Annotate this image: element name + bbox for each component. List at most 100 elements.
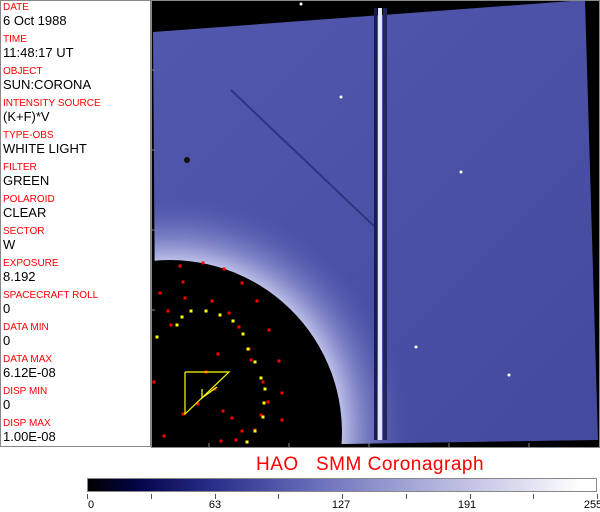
red-marker: [230, 416, 234, 420]
field-label: DISP MAX: [3, 418, 51, 429]
yellow-marker: [175, 323, 179, 327]
yellow-marker: [189, 309, 193, 313]
overlay-inner-triangle: [201, 386, 218, 400]
yellow-marker: [241, 332, 245, 336]
bright-point: [414, 345, 418, 349]
red-marker: [240, 281, 244, 285]
overlay-markers: [152, 261, 284, 444]
red-marker: [178, 264, 182, 268]
field-label: DATA MAX: [3, 354, 53, 365]
colorbar-tick-label: 0: [87, 499, 95, 511]
info-field: TIME 11:48:17 UT: [3, 34, 74, 60]
red-marker: [267, 328, 271, 332]
red-marker: [280, 418, 284, 422]
pylon-edge: [383, 8, 387, 440]
info-field: DISP MIN 0: [3, 386, 47, 412]
info-field: FILTER GREEN: [3, 162, 49, 188]
info-field: SECTOR W: [3, 226, 45, 252]
info-field: EXPOSURE 8.192: [3, 258, 59, 284]
red-marker: [222, 267, 226, 271]
info-field: DISP MAX 1.00E-08: [3, 418, 56, 444]
red-marker: [166, 309, 170, 313]
pylon-highlight: [378, 8, 382, 440]
red-marker: [152, 380, 156, 384]
field-label: TIME: [3, 34, 27, 45]
overlay-triangle: [184, 371, 231, 416]
red-marker: [162, 434, 166, 438]
instrument-title: HAO SMM Coronagraph: [256, 454, 485, 475]
header-info-panel: DATE 6 Oct 1988 TIME 11:48:17 UT OBJECT SUN:C…: [0, 0, 151, 447]
field-label: INTENSITY SOURCE: [3, 98, 101, 109]
yellow-marker: [259, 376, 263, 380]
field-label: SECTOR: [3, 226, 45, 237]
yellow-marker: [253, 429, 257, 433]
red-marker: [261, 380, 265, 384]
yellow-marker: [246, 347, 250, 351]
red-marker: [210, 299, 214, 303]
field-value: 6 Oct 1988: [3, 13, 67, 28]
yellow-marker: [204, 309, 208, 313]
field-label: FILTER: [3, 162, 37, 173]
field-value: 1.00E-08: [3, 429, 56, 444]
field-value: 0: [3, 333, 11, 348]
red-marker: [196, 402, 200, 406]
colorbar-tick: [214, 494, 216, 499]
yellow-marker: [231, 319, 235, 323]
red-marker: [201, 261, 205, 265]
pylon-shadow: [374, 8, 377, 440]
colorbar-tick: [405, 494, 407, 499]
yellow-marker: [261, 415, 265, 419]
colorbar-tick-label: 255: [583, 499, 600, 511]
red-marker: [227, 311, 231, 315]
field-value: W: [3, 237, 16, 252]
field-label: DATE: [3, 2, 29, 13]
bright-points: [299, 2, 511, 377]
colorbar-tick: [150, 494, 152, 499]
field-value: 0: [3, 397, 11, 412]
red-marker: [221, 409, 225, 413]
colorbar-tick-label: 63: [208, 499, 222, 511]
colorbar-tick: [469, 494, 471, 499]
red-marker: [216, 352, 220, 356]
field-value: 6.12E-08: [3, 365, 56, 380]
yellow-marker: [218, 313, 222, 317]
info-field: DATA MIN 0: [3, 322, 49, 348]
info-field: DATE 6 Oct 1988: [3, 2, 67, 28]
dark-spot: [184, 157, 190, 163]
field-value: GREEN: [3, 173, 50, 188]
bright-point: [459, 170, 463, 174]
field-value: WHITE LIGHT: [3, 141, 87, 156]
yellow-marker: [155, 335, 159, 339]
yellow-marker: [245, 440, 249, 444]
red-marker: [266, 400, 270, 404]
red-marker: [249, 358, 253, 362]
colorbar-tick-label: 191: [457, 499, 477, 511]
red-marker: [277, 359, 281, 363]
info-field: INTENSITY SOURCE (K+F)*V: [3, 98, 101, 124]
field-value: (K+F)*V: [3, 109, 50, 124]
field-label: TYPE-OBS: [3, 130, 54, 141]
red-marker: [240, 429, 244, 433]
colorbar-tick: [597, 494, 598, 499]
coronagraph-image: [151, 0, 600, 448]
colorbar-tick-label: 127: [331, 499, 351, 511]
field-label: EXPOSURE: [3, 258, 59, 269]
diagonal-streak: [230, 89, 377, 229]
field-value: 8.192: [3, 269, 36, 284]
red-marker: [183, 296, 187, 300]
info-field: POLAROID CLEAR: [3, 194, 55, 220]
info-field: SPACECRAFT ROLL 0: [3, 290, 98, 316]
colorbar: [87, 478, 597, 492]
info-field: OBJECT SUN:CORONA: [3, 66, 91, 92]
red-marker: [181, 280, 185, 284]
colorbar-tick: [278, 494, 280, 499]
info-field: TYPE-OBS WHITE LIGHT: [3, 130, 87, 156]
bright-point: [339, 95, 343, 99]
yellow-marker: [253, 360, 257, 364]
field-value: 0: [3, 301, 11, 316]
bright-point: [507, 373, 511, 377]
colorbar-tick: [533, 494, 535, 499]
field-value: SUN:CORONA: [3, 77, 92, 92]
field-label: POLAROID: [3, 194, 55, 205]
red-marker: [219, 439, 223, 443]
